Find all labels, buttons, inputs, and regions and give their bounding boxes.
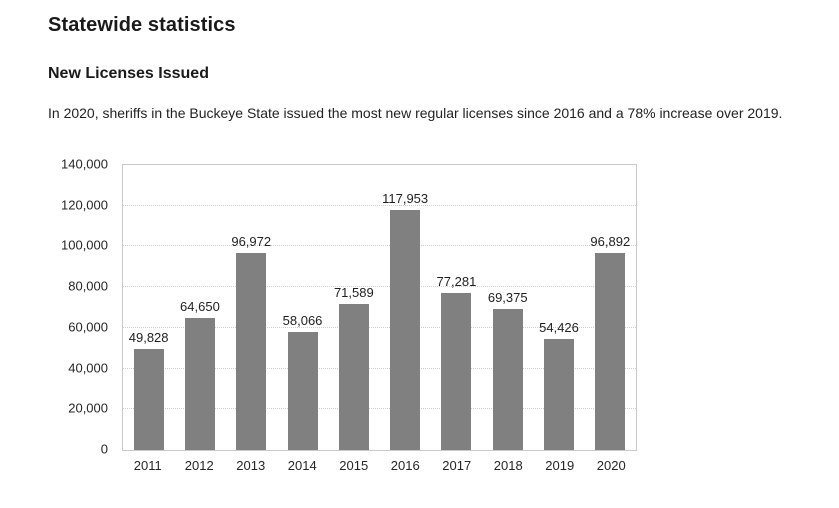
bar-2011 [133,349,164,450]
x-tick-label: 2014 [287,458,317,473]
x-tick-label: 2020 [596,458,626,473]
bar-value-label: 64,650 [180,299,220,314]
gridline [123,367,636,369]
y-tick-label: 120,000 [61,197,108,213]
y-tick-label: 0 [100,441,108,457]
x-tick-label: 2015 [339,458,369,473]
x-tick-label: 2016 [390,458,420,473]
y-tick-label: 40,000 [68,360,108,376]
intro-text: In 2020, sheriffs in the Buckeye State i… [48,105,783,121]
bar-column-2014: 58,066 [277,165,328,450]
x-tick-label: 2013 [236,458,266,473]
gridline [123,286,636,288]
y-axis: 0 20,000 40,000 60,000 80,000 100,000 120,000 1… [48,158,108,456]
bar-value-label: 58,066 [282,313,323,328]
bar-column-2020: 96,892 [585,165,636,450]
bar-column-2012: 64,650 [174,165,225,450]
plot-area: 49,828 64,650 96,972 58,066 71,589 117,953 77,… [122,164,637,451]
gridline [123,204,636,206]
bar-columns: 49,828 64,650 96,972 58,066 71,589 117,953 77,… [123,165,636,450]
bar-column-2013: 96,972 [226,165,277,450]
gridline [123,245,636,247]
bar-2015 [338,304,369,450]
y-tick-label: 100,000 [61,237,108,253]
x-tick-label: 2018 [493,458,523,473]
bar-2019 [544,339,575,450]
bar-value-label: 96,892 [590,234,631,249]
bar-column-2018: 69,375 [482,165,533,450]
bar-column-2019: 54,426 [533,165,584,450]
bar-value-label: 49,828 [128,330,169,345]
y-tick-label: 60,000 [68,319,108,335]
bar-column-2015: 71,589 [328,165,379,450]
bar-2014 [287,332,318,450]
y-tick-label: 20,000 [68,400,108,416]
bar-value-label: 96,972 [231,234,272,249]
gridline [123,326,636,328]
bar-2020 [595,253,626,450]
x-tick-label: 2019 [545,458,575,473]
bar-value-label: 117,953 [382,191,429,206]
new-licenses-bar-chart: 0 20,000 40,000 60,000 80,000 100,000 120,000 1… [48,158,643,473]
bar-2016 [390,210,421,450]
y-tick-label: 80,000 [68,278,108,294]
y-tick-label: 140,000 [61,156,108,172]
bar-value-label: 69,375 [487,290,528,305]
bar-value-label: 71,589 [333,285,374,300]
bar-value-label: 77,281 [436,274,477,289]
x-tick-label: 2017 [442,458,472,473]
page-title: Statewide statistics [48,14,236,36]
bar-value-label: 54,426 [539,320,579,335]
bar-column-2016: 117,953 [379,165,430,450]
bar-2017 [441,293,472,450]
section-title: New Licenses Issued [48,65,209,82]
x-axis: 2011 2012 2013 2014 2015 2016 2017 2018 2019 2020 [122,451,637,473]
bar-2013 [236,253,267,450]
bar-column-2011: 49,828 [123,165,174,450]
x-tick-label: 2012 [184,458,214,473]
gridline [123,408,636,410]
bar-column-2017: 77,281 [431,165,482,450]
bar-2012 [184,318,215,450]
bar-2018 [492,309,523,450]
x-tick-label: 2011 [133,458,162,473]
